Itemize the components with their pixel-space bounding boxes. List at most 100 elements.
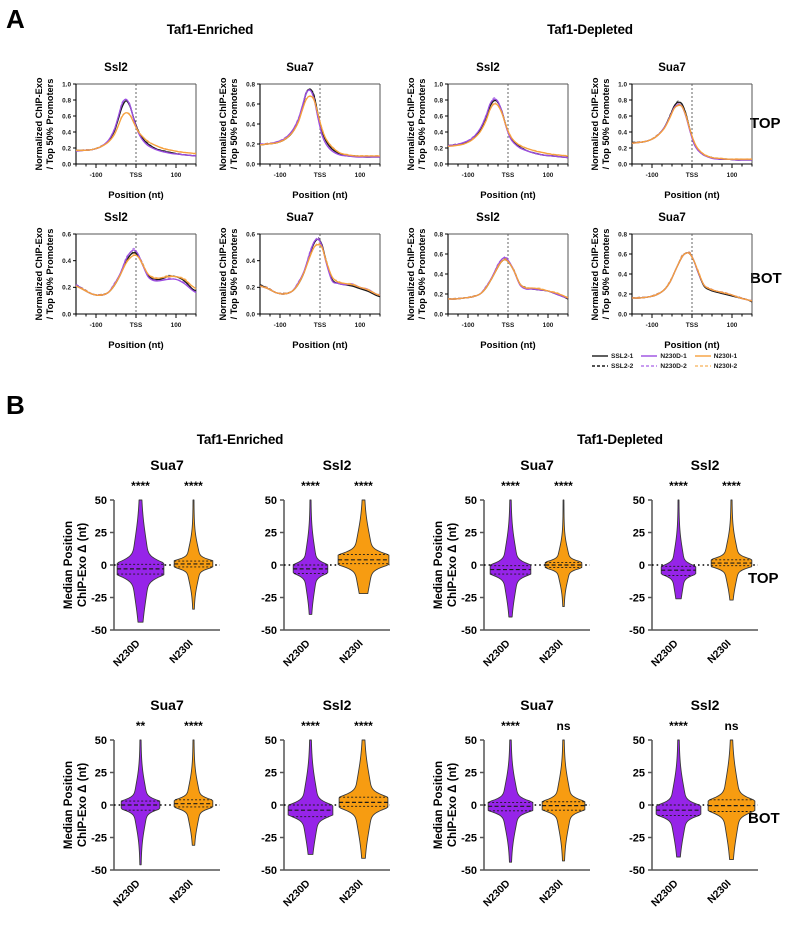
svg-text:0.8: 0.8 <box>434 231 443 238</box>
legend-label: SSL2-2 <box>611 362 634 370</box>
svg-text:Normalized ChIP-Exo: Normalized ChIP-Exo <box>34 77 44 170</box>
svg-text:0.6: 0.6 <box>62 113 71 120</box>
violin-category-label: N230I <box>537 638 565 666</box>
svg-text:-100: -100 <box>274 322 287 329</box>
svg-text:0.0: 0.0 <box>434 311 443 318</box>
metaplot-title: Ssl2 <box>476 212 500 224</box>
panel-b-group-title-enriched: Taf1-Enriched <box>196 432 284 447</box>
svg-text:0.0: 0.0 <box>618 161 627 168</box>
violinplot-svg: Sua7 50 25 0 -25 -50 **** N230D **** N230I Median … <box>433 457 590 669</box>
svg-text:0.2: 0.2 <box>618 291 627 298</box>
svg-text:25: 25 <box>95 768 107 780</box>
metaplot-A-enriched-top-ssl2: Ssl2 0.0 0.2 0.4 0.6 0.8 1.0 -100 TSS 100 Position… <box>28 62 204 204</box>
metaplot-title: Sua7 <box>286 62 314 74</box>
violin-category-label: N230D <box>481 877 513 909</box>
violinplot-svg: Sua7 50 25 0 -25 -50 **** N230D ns N230I Median Po… <box>433 697 590 909</box>
svg-text:0.8: 0.8 <box>62 97 71 104</box>
svg-text:-50: -50 <box>629 625 645 637</box>
violin-category-label: N230D <box>649 877 681 909</box>
metaplot-title: Sua7 <box>286 212 314 224</box>
svg-text:ChIP-Exo Δ (nt): ChIP-Exo Δ (nt) <box>77 763 89 847</box>
svg-text:0.0: 0.0 <box>434 161 443 168</box>
svg-text:0: 0 <box>271 560 277 572</box>
svg-text:Normalized ChIP-Exo: Normalized ChIP-Exo <box>218 227 228 320</box>
metaplot-A-depleted-bot-ssl2: Ssl2 0.0 0.2 0.4 0.6 0.8 -100 TSS 100 Position (n… <box>400 212 576 354</box>
svg-text:0.2: 0.2 <box>62 285 71 292</box>
svg-text:Median Position: Median Position <box>63 521 75 609</box>
significance-marker: **** <box>501 479 520 493</box>
svg-text:0.2: 0.2 <box>434 291 443 298</box>
violin-category-label: N230D <box>281 637 313 669</box>
svg-text:0.4: 0.4 <box>434 271 443 278</box>
svg-text:-25: -25 <box>629 833 645 845</box>
svg-text:25: 25 <box>633 528 645 540</box>
svg-text:-50: -50 <box>461 625 477 637</box>
svg-text:Median Position: Median Position <box>433 761 445 849</box>
svg-text:Normalized ChIP-Exo: Normalized ChIP-Exo <box>406 77 416 170</box>
svg-text:0.6: 0.6 <box>618 251 627 258</box>
svg-text:0.6: 0.6 <box>62 231 71 238</box>
metaplot-title: Ssl2 <box>476 62 500 74</box>
panel-b-group-title-depleted: Taf1-Depleted <box>577 432 663 447</box>
violin-category-label: N230D <box>111 877 143 909</box>
metaplot-svg: 0.0 0.2 0.4 0.6 0.8 1.0 -100 TSS 100 Position (nt… <box>406 77 569 201</box>
violin-category-label: N230I <box>705 638 733 666</box>
violin-category-label: N230D <box>281 877 313 909</box>
svg-text:-50: -50 <box>461 865 477 877</box>
svg-text:100: 100 <box>355 172 366 179</box>
significance-marker: **** <box>354 719 373 733</box>
violin-category-label: N230D <box>649 637 681 669</box>
svg-text:TSS: TSS <box>686 322 699 329</box>
svg-text:100: 100 <box>727 322 738 329</box>
svg-text:-25: -25 <box>629 593 645 605</box>
svg-text:TSS: TSS <box>314 172 327 179</box>
legend-row: SSL2-2 N230D-2 N230I-2 <box>592 362 745 372</box>
panel-letter-a: A <box>6 4 25 34</box>
legend-label: N230I-1 <box>713 352 738 360</box>
svg-text:/ Top 50% Promoters: / Top 50% Promoters <box>229 79 239 170</box>
legend-swatch-ssl2-1 <box>592 352 611 362</box>
svg-text:-25: -25 <box>461 593 477 605</box>
svg-text:0: 0 <box>101 560 107 572</box>
metaplot-svg: 0.0 0.2 0.4 0.6 0.8 -100 TSS 100 Position (nt) No… <box>590 227 753 351</box>
svg-text:TSS: TSS <box>314 322 327 329</box>
violinplot-B-depleted-top-ssl2: Ssl2 50 25 0 -25 -50 **** N230D **** N230I <box>600 452 768 688</box>
metaplot-A-depleted-top-ssl2: Ssl2 0.0 0.2 0.4 0.6 0.8 1.0 -100 TSS 100 Position… <box>400 62 576 204</box>
violinplot-B-enriched-top-ssl2: Ssl2 50 25 0 -25 -50 **** N230D **** N230I <box>232 452 400 688</box>
svg-text:0: 0 <box>271 800 277 812</box>
svg-text:-100: -100 <box>90 172 103 179</box>
violin-category-label: N230I <box>705 878 733 906</box>
svg-text:50: 50 <box>633 495 645 507</box>
violin-category-label: N230D <box>481 637 513 669</box>
svg-text:100: 100 <box>543 322 554 329</box>
svg-text:/ Top 50% Promoters: / Top 50% Promoters <box>601 229 611 320</box>
svg-text:100: 100 <box>543 172 554 179</box>
svg-text:-50: -50 <box>629 865 645 877</box>
svg-text:0: 0 <box>101 800 107 812</box>
violinplot-title: Sua7 <box>150 697 184 713</box>
significance-marker: **** <box>554 479 573 493</box>
svg-text:0: 0 <box>639 560 645 572</box>
svg-text:/ Top 50% Promoters: / Top 50% Promoters <box>601 79 611 170</box>
metaplot-svg: 0.0 0.2 0.4 0.6 0.8 1.0 -100 TSS 100 Position (nt… <box>590 77 753 201</box>
svg-text:-100: -100 <box>646 172 659 179</box>
metaplot-x-axis-label: Position (nt) <box>292 340 347 351</box>
violinplot-svg: Ssl2 50 25 0 -25 -50 **** N230D **** N230I <box>629 457 758 669</box>
svg-text:0.6: 0.6 <box>434 113 443 120</box>
legend-label: N230D-1 <box>660 352 687 360</box>
svg-text:-50: -50 <box>261 865 277 877</box>
violinplot-title: Ssl2 <box>323 457 352 473</box>
svg-text:-50: -50 <box>261 625 277 637</box>
significance-marker: **** <box>501 719 520 733</box>
svg-text:100: 100 <box>355 322 366 329</box>
svg-text:-100: -100 <box>274 172 287 179</box>
svg-text:TSS: TSS <box>130 172 143 179</box>
svg-text:TSS: TSS <box>502 172 515 179</box>
metaplot-A-enriched-bot-sua7: Sua7 0.0 0.2 0.4 0.6 -100 TSS 100 Position (nt) N… <box>212 212 388 354</box>
svg-text:50: 50 <box>265 735 277 747</box>
legend-swatch-n230i-2 <box>694 362 714 372</box>
violinplot-B-enriched-bot-sua7: Sua7 50 25 0 -25 -50 ** N230D **** N230I Median Po… <box>62 692 230 928</box>
legend-label: N230D-2 <box>660 362 687 370</box>
svg-text:-50: -50 <box>91 865 107 877</box>
svg-text:0.4: 0.4 <box>246 258 255 265</box>
